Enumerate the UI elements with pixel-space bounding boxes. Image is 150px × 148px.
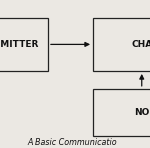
FancyBboxPatch shape bbox=[93, 89, 150, 136]
Text: CHA: CHA bbox=[131, 40, 150, 49]
Text: TRANSMITTER: TRANSMITTER bbox=[0, 40, 39, 49]
FancyBboxPatch shape bbox=[93, 18, 150, 71]
Text: A Basic Communicatio: A Basic Communicatio bbox=[27, 137, 117, 147]
Text: NO: NO bbox=[134, 108, 149, 117]
FancyBboxPatch shape bbox=[0, 18, 48, 71]
